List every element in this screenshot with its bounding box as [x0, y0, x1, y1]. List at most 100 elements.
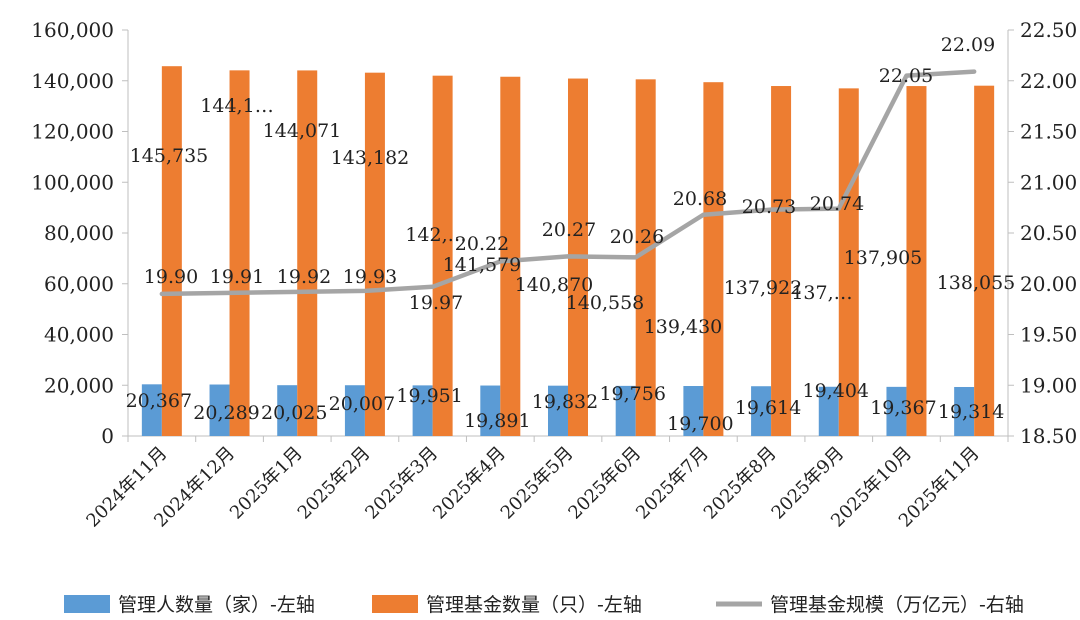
label-managers: 20,367 — [126, 390, 192, 412]
x-tick-label: 2025年4月 — [429, 443, 510, 524]
bar-funds — [161, 66, 182, 436]
label-scale: 20.26 — [610, 226, 664, 248]
legend-swatch — [372, 595, 418, 613]
y-left-tick-label: 140,000 — [31, 69, 114, 93]
bar-managers — [141, 384, 162, 436]
line-scale — [159, 69, 977, 297]
label-funds: 140,870 — [515, 274, 594, 296]
label-managers: 20,007 — [329, 393, 395, 415]
bar-funds — [297, 70, 318, 437]
x-tick-label: 2025年8月 — [700, 443, 781, 524]
label-managers: 19,951 — [396, 385, 462, 407]
y-right-tick-label: 20.50 — [1020, 221, 1077, 245]
legend-label: 管理基金规模（万亿元）-右轴 — [770, 594, 1024, 616]
x-tick-label: 2025年1月 — [226, 443, 307, 524]
bar-managers — [683, 386, 704, 436]
x-tick-label: 2025年3月 — [361, 443, 442, 524]
label-managers: 19,314 — [938, 401, 1004, 423]
label-managers: 19,367 — [870, 397, 936, 419]
bar-managers — [277, 385, 298, 436]
label-scale: 22.09 — [941, 34, 995, 56]
bar-managers — [412, 385, 433, 436]
bar-managers — [615, 385, 636, 436]
y-right-tick-label: 22.00 — [1020, 69, 1077, 93]
label-managers: 20,289 — [193, 402, 259, 424]
bar-managers — [209, 384, 230, 436]
y-right-tick-label: 19.00 — [1020, 373, 1077, 397]
label-funds: 137,… — [791, 282, 852, 304]
y-right-tick-label: 21.00 — [1020, 170, 1077, 194]
bar-managers — [344, 385, 365, 436]
label-funds: 144,1… — [200, 95, 273, 117]
x-tick-label: 2025年6月 — [564, 443, 645, 524]
label-funds: 139,430 — [644, 316, 723, 338]
y-left-tick-label: 120,000 — [31, 120, 114, 144]
label-scale: 20.27 — [542, 219, 596, 241]
x-tick-label: 2025年2月 — [294, 443, 375, 524]
bar-funds — [364, 72, 385, 437]
label-scale: 19.90 — [144, 266, 198, 288]
label-scale: 20.68 — [673, 188, 727, 210]
y-left-tick-label: 60,000 — [44, 272, 114, 296]
y-right-tick-label: 20.00 — [1020, 272, 1077, 296]
y-left-tick-label: 160,000 — [31, 18, 114, 42]
label-managers: 19,756 — [599, 383, 665, 405]
label-funds: 137,922 — [724, 277, 803, 299]
bar-funds — [906, 86, 927, 436]
label-funds: 144,071 — [263, 120, 342, 142]
y-left-tick-label: 80,000 — [44, 221, 114, 245]
bar-managers — [751, 386, 772, 436]
label-funds: 143,182 — [331, 147, 410, 169]
y-left-tick-label: 40,000 — [44, 323, 114, 347]
label-managers: 19,891 — [464, 410, 530, 432]
bar-managers — [480, 385, 501, 436]
label-scale: 22.05 — [879, 65, 933, 87]
bar-managers — [886, 386, 907, 436]
line-series — [159, 69, 977, 297]
x-tick-label: 2025年5月 — [497, 443, 578, 524]
y-right-tick-label: 18.50 — [1020, 424, 1077, 448]
bar-funds — [771, 86, 792, 437]
label-scale: 19.93 — [343, 266, 397, 288]
legend-label: 管理人数量（家）-左轴 — [118, 594, 315, 616]
y-left-tick-label: 0 — [101, 424, 114, 448]
label-funds: 142,… — [405, 224, 466, 246]
label-funds: 141,579 — [443, 254, 522, 276]
x-tick-label: 2025年7月 — [632, 443, 713, 524]
bar-managers — [818, 386, 839, 436]
y-left-tick-label: 100,000 — [31, 170, 114, 194]
label-managers: 19,832 — [532, 391, 598, 413]
legend-item: 管理基金规模（万亿元）-右轴 — [716, 594, 1024, 616]
bar-funds — [635, 79, 656, 436]
bar-funds — [432, 75, 453, 437]
label-funds: 137,905 — [844, 247, 923, 269]
label-managers: 19,404 — [803, 380, 869, 402]
bar-funds — [229, 70, 250, 436]
label-scale: 20.73 — [742, 196, 796, 218]
bar-managers — [954, 386, 975, 436]
legend: 管理人数量（家）-左轴 管理基金数量（只）-左轴 管理基金规模（万亿元）-右轴 — [64, 594, 1024, 616]
bar-funds — [974, 85, 995, 437]
legend-item: 管理人数量（家）-左轴 — [64, 594, 315, 616]
bar-managers — [548, 385, 568, 436]
label-funds: 140,558 — [566, 292, 645, 314]
bars — [141, 66, 995, 437]
y-right-tick-label: 19.50 — [1020, 323, 1077, 347]
label-managers: 19,700 — [667, 413, 733, 435]
bar-funds — [703, 82, 724, 436]
label-scale: 19.91 — [210, 266, 264, 288]
legend-swatch — [64, 595, 110, 613]
y-left-tick-label: 20,000 — [44, 373, 114, 397]
label-scale: 19.97 — [409, 292, 463, 314]
label-scale: 20.22 — [455, 233, 509, 255]
label-scale: 19.92 — [277, 266, 331, 288]
label-funds: 145,735 — [130, 145, 209, 167]
label-managers: 19,614 — [735, 397, 801, 419]
bar-funds — [500, 76, 521, 436]
legend-label: 管理基金数量（只）-左轴 — [426, 594, 642, 616]
legend-item: 管理基金数量（只）-左轴 — [372, 594, 642, 616]
y-right-tick-label: 21.50 — [1020, 120, 1077, 144]
label-managers: 20,025 — [261, 402, 327, 424]
